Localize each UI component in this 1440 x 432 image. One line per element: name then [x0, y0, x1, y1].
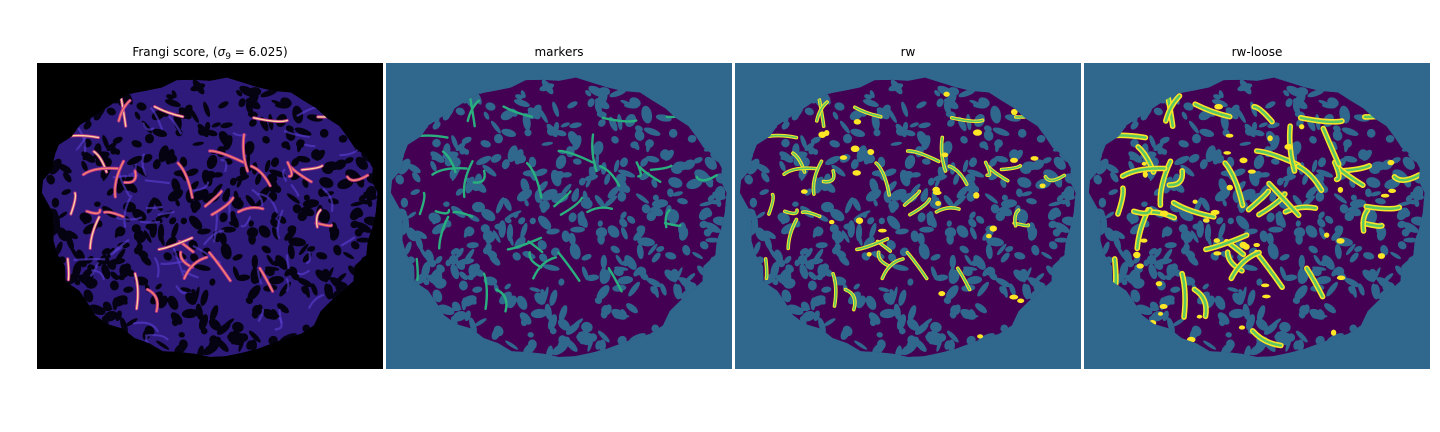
rw-loose-image-panel — [1084, 63, 1430, 369]
panel-image-svg — [37, 63, 383, 369]
panel-title-rw-loose: rw-loose — [1231, 45, 1283, 59]
panel-title-markers: markers — [534, 45, 584, 59]
panel-image-svg — [735, 63, 1081, 369]
frangi-image-panel — [37, 63, 383, 369]
panel-title-frangi: Frangi score, (σ9 = 6.025) — [132, 45, 288, 62]
panel-title-rw: rw — [900, 45, 916, 59]
markers-image-panel — [386, 63, 732, 369]
panel-image-svg — [386, 63, 732, 369]
rw-image-panel — [735, 63, 1081, 369]
panel-image-svg — [1084, 63, 1430, 369]
